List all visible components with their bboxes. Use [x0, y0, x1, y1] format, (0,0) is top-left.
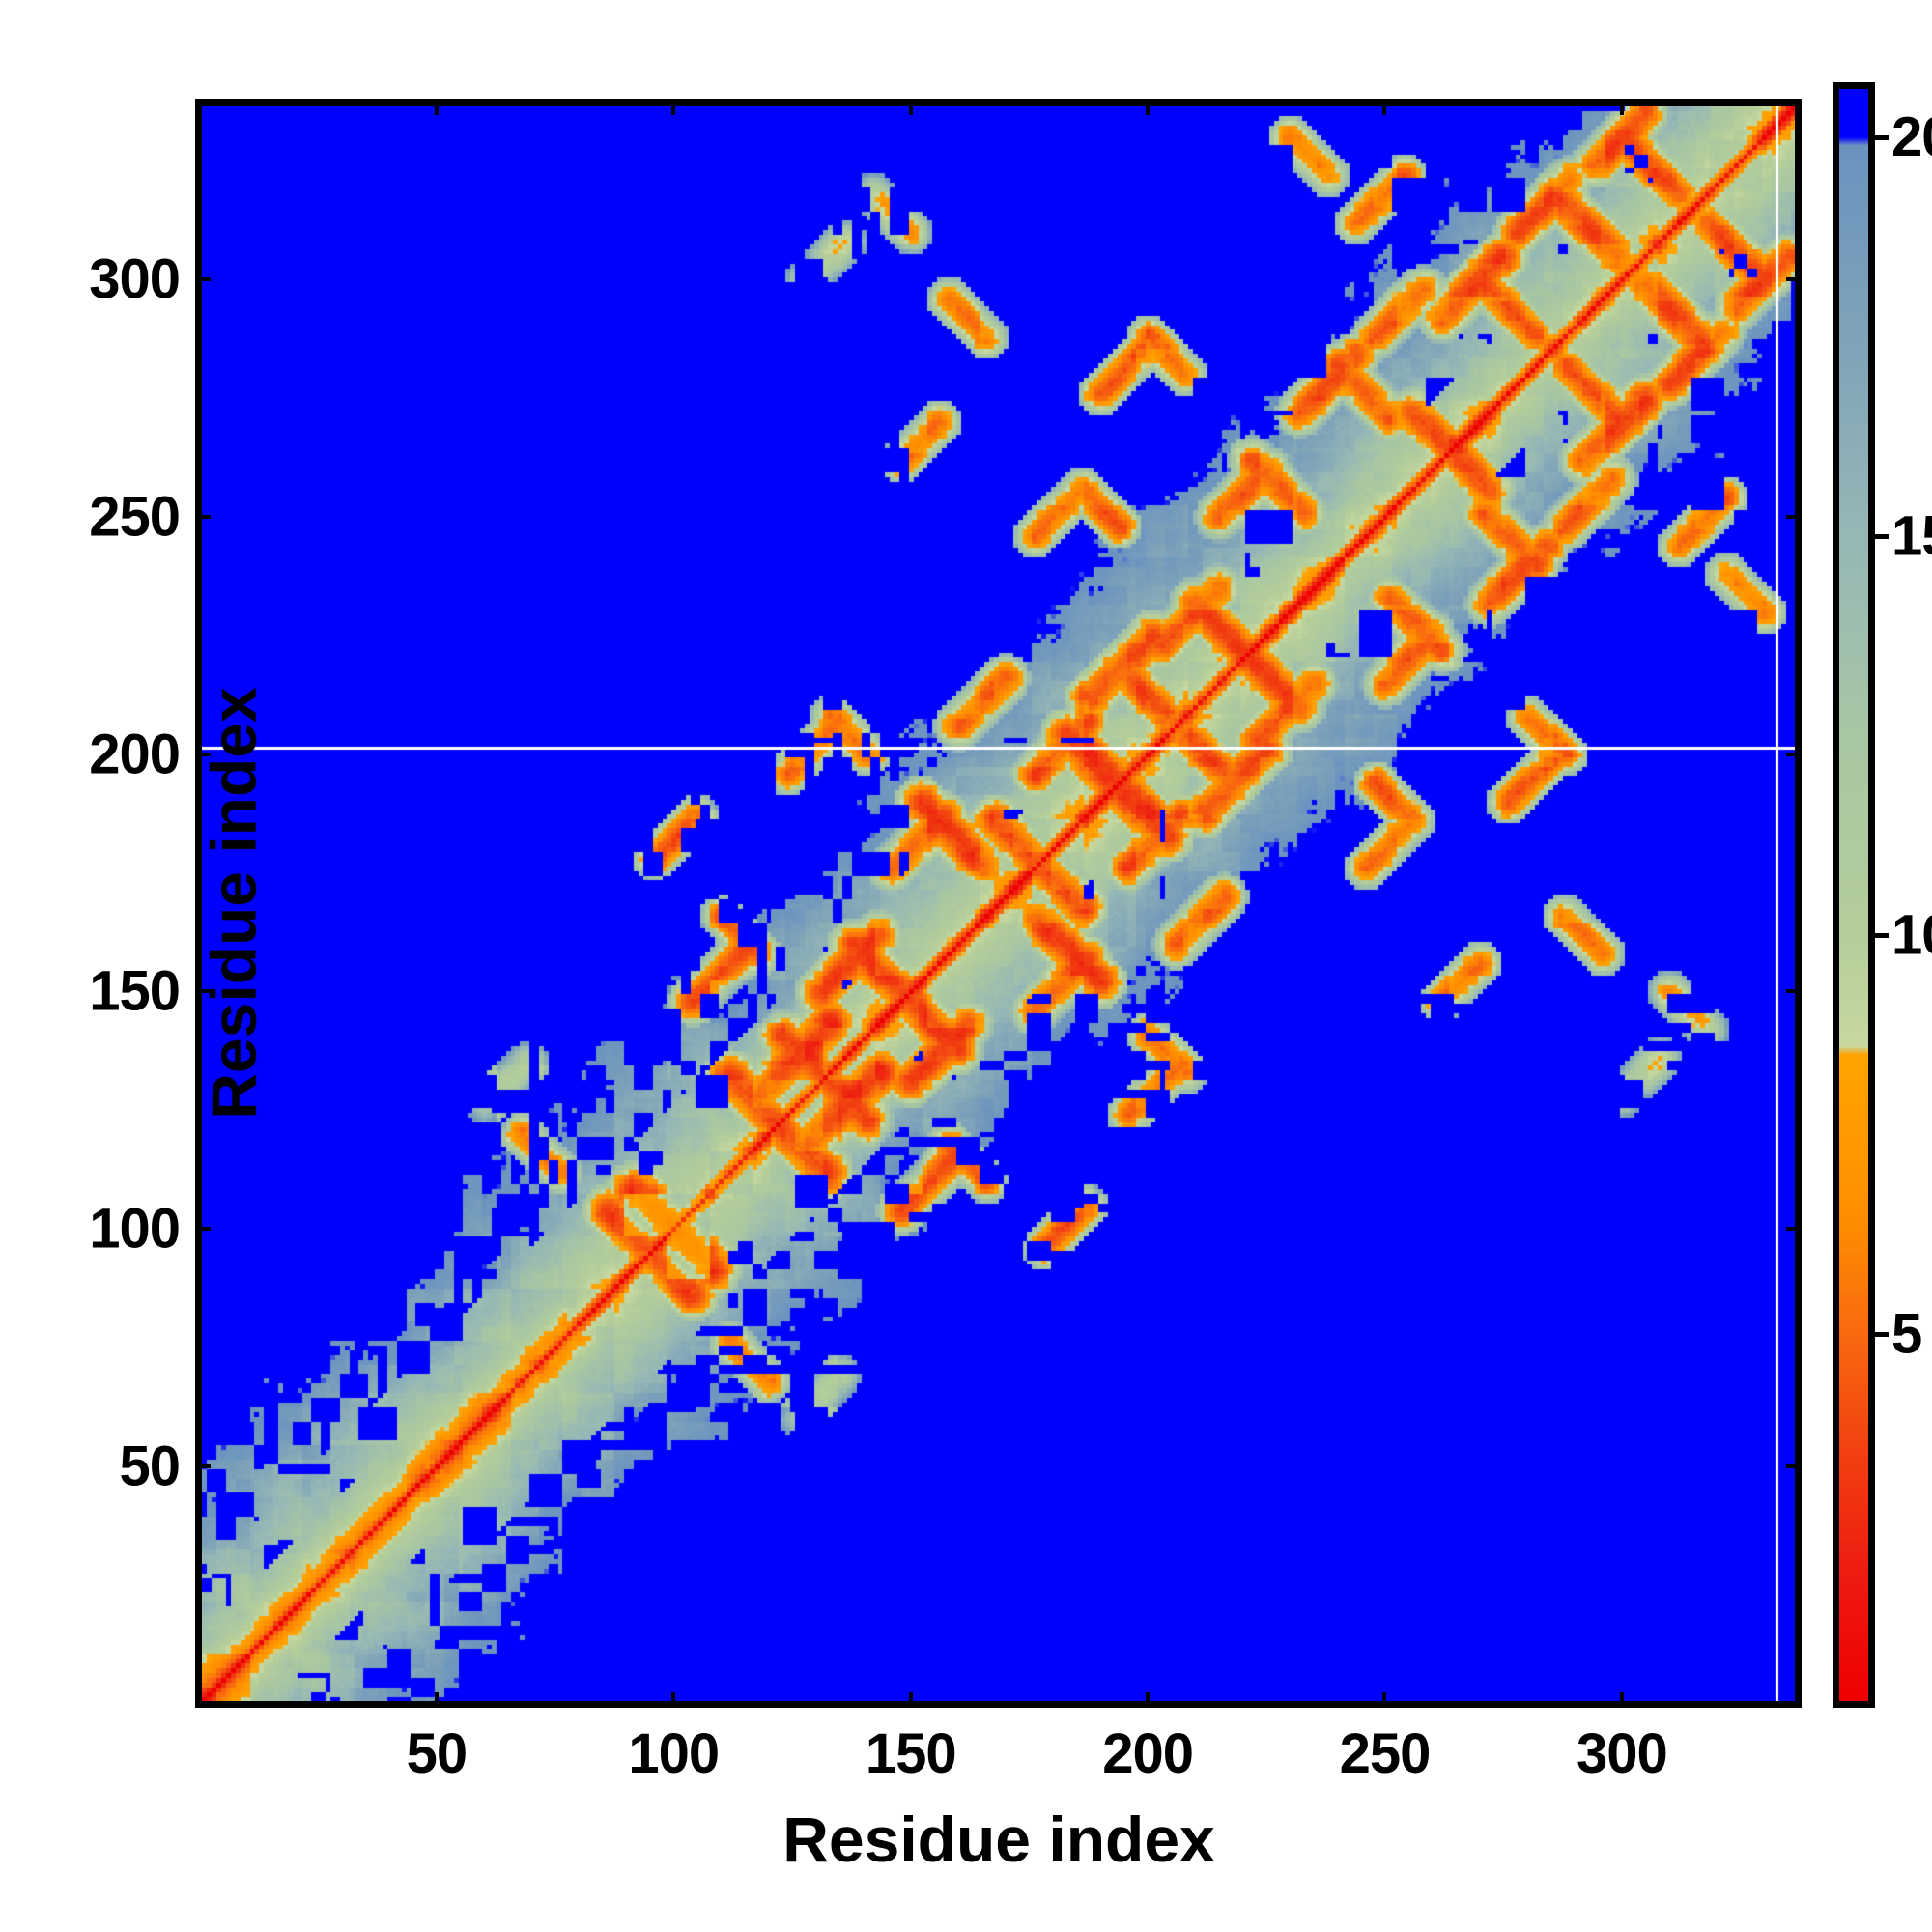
x-tick-100: [671, 1692, 676, 1708]
colorbar-tick-15: [1875, 533, 1889, 539]
colorbar-tick-label-20: 20: [1891, 105, 1932, 169]
x-tick-label-150: 150: [865, 1722, 957, 1785]
x-tick-50: [434, 1692, 439, 1708]
x-tick-label-250: 250: [1339, 1722, 1432, 1785]
colorbar: [1833, 82, 1875, 1708]
x-tick-200: [1146, 99, 1151, 115]
x-tick-100: [671, 99, 676, 115]
heatmap-image: [202, 106, 1795, 1701]
y-tick-label-50: 50: [119, 1435, 181, 1498]
colorbar-tick-20: [1875, 134, 1889, 140]
y-tick-150: [1786, 989, 1802, 994]
x-tick-50: [434, 99, 439, 115]
colorbar-tick-label-5: 5: [1891, 1302, 1922, 1366]
x-tick-300: [1619, 99, 1624, 115]
colorbar-gradient: [1839, 89, 1868, 1701]
y-tick-100: [195, 1227, 211, 1232]
x-tick-250: [1382, 1692, 1387, 1708]
x-tick-300: [1619, 1692, 1624, 1708]
x-tick-150: [908, 99, 913, 115]
x-tick-150: [908, 1692, 913, 1708]
colorbar-tick-10: [1875, 932, 1889, 938]
y-tick-200: [1786, 752, 1802, 756]
y-tick-label-250: 250: [89, 485, 181, 549]
x-tick-200: [1146, 1692, 1151, 1708]
x-tick-label-200: 200: [1102, 1722, 1194, 1785]
y-tick-250: [195, 515, 211, 520]
x-axis-title: Residue index: [782, 1804, 1215, 1875]
y-tick-200: [195, 752, 211, 756]
y-tick-150: [195, 989, 211, 994]
x-tick-label-50: 50: [406, 1722, 469, 1785]
heatmap-plot-area: [195, 99, 1802, 1708]
colorbar-tick-label-10: 10: [1891, 903, 1932, 967]
y-axis-title: Residue index: [197, 687, 270, 1120]
y-tick-50: [1786, 1463, 1802, 1468]
y-tick-300: [195, 277, 211, 282]
y-tick-label-200: 200: [89, 723, 181, 786]
y-tick-250: [1786, 515, 1802, 520]
y-tick-label-300: 300: [89, 247, 181, 311]
x-tick-250: [1382, 99, 1387, 115]
y-tick-100: [1786, 1227, 1802, 1232]
y-tick-50: [195, 1463, 211, 1468]
colorbar-tick-label-15: 15: [1891, 504, 1932, 568]
y-tick-label-100: 100: [89, 1197, 181, 1261]
colorbar-tick-5: [1875, 1331, 1889, 1337]
x-tick-label-100: 100: [628, 1722, 720, 1785]
y-tick-300: [1786, 277, 1802, 282]
x-tick-label-300: 300: [1576, 1722, 1668, 1785]
y-tick-label-150: 150: [89, 959, 181, 1023]
